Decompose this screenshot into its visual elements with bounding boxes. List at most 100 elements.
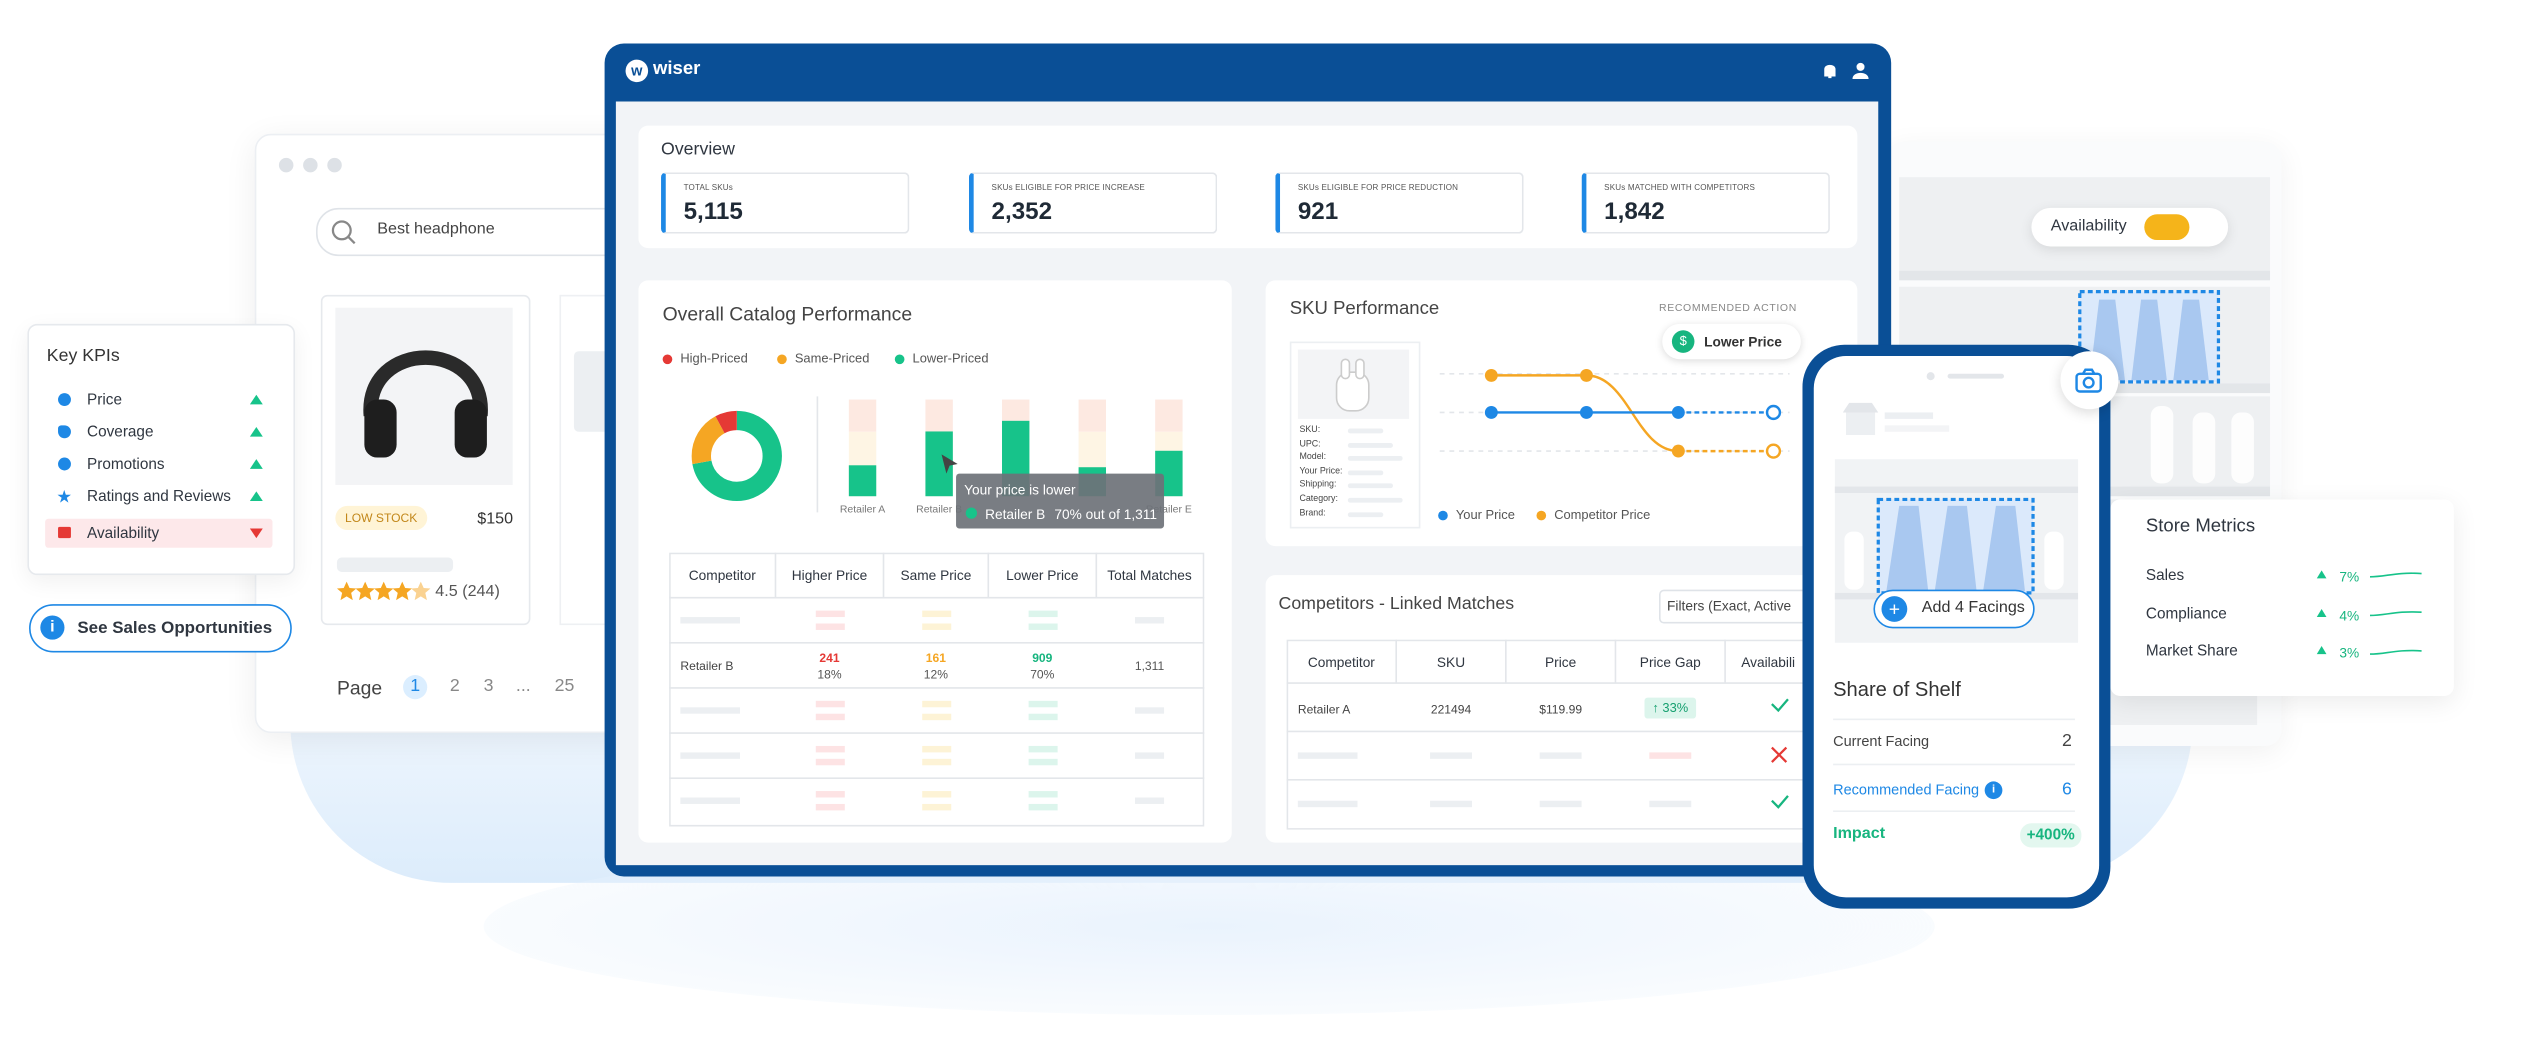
kpi-item: Availability xyxy=(87,525,160,543)
overview-title: Overview xyxy=(661,140,735,160)
legend-label: Your Price xyxy=(1455,507,1515,522)
metric-card xyxy=(968,172,1218,234)
bar-track-top xyxy=(925,399,953,432)
sku-field: Brand: xyxy=(1299,508,1326,519)
plus-icon: + xyxy=(1881,596,1908,622)
sales-button[interactable] xyxy=(29,604,292,653)
recommended-label: Recommended Facing xyxy=(1833,781,1980,798)
product-price: $150 xyxy=(477,510,514,529)
action-text: Lower Price xyxy=(1704,333,1782,350)
ghost xyxy=(1347,497,1403,503)
bar-track-top xyxy=(848,399,877,432)
kpi-icon: ★ xyxy=(56,488,73,508)
info-icon: i xyxy=(40,615,65,640)
metric-card xyxy=(661,172,910,234)
dollar-icon: $ xyxy=(1671,330,1695,353)
catalog-chart: Retailer A Retailer B Retailer E xyxy=(691,396,1192,515)
table-cell: 1,311 xyxy=(1134,658,1165,674)
share-title: Share of Shelf xyxy=(1833,678,1961,701)
bar-track-top xyxy=(1078,399,1106,432)
kpi-item: Coverage xyxy=(87,423,154,442)
stars xyxy=(336,581,431,601)
bar-track-top xyxy=(1155,399,1183,432)
action-label: RECOMMENDED ACTION xyxy=(1658,302,1797,315)
overview-card xyxy=(638,125,1858,249)
sku-field: Your Price: xyxy=(1299,466,1343,477)
rating: 4.5 (244) xyxy=(435,583,500,601)
impact-value: +400% xyxy=(2020,823,2082,848)
gap-badge: ↑ 33% xyxy=(1644,697,1697,719)
table-cell: 909 xyxy=(1032,650,1053,666)
ghost xyxy=(1347,470,1384,475)
tooltip-dot xyxy=(965,507,978,519)
legend-label: Lower-Priced xyxy=(912,351,989,366)
divider xyxy=(1833,810,2075,812)
table-header: Price Gap xyxy=(1639,654,1701,671)
table-cell: 161 xyxy=(925,650,946,666)
availability-toggle[interactable] xyxy=(2031,207,2229,247)
metric-value: 5,115 xyxy=(683,198,743,226)
header-icons[interactable] xyxy=(1820,61,1872,80)
impact-label: Impact xyxy=(1833,824,1886,843)
table-cell: 241 xyxy=(819,650,840,666)
metric-name: Sales xyxy=(2145,567,2185,585)
donut-segment xyxy=(691,410,782,502)
product-box xyxy=(1289,341,1421,529)
toggle-switch xyxy=(2144,214,2190,241)
metric-change: 3% xyxy=(2339,644,2360,661)
table-header: Competitor xyxy=(1307,654,1375,671)
page-link[interactable]: 25 xyxy=(554,676,575,696)
legend-dot xyxy=(894,354,905,365)
sku-title: SKU Performance xyxy=(1289,299,1440,319)
x-tick-label: Retailer A xyxy=(840,504,885,515)
camera-icon xyxy=(2075,368,2102,393)
kpi-title: Key KPIs xyxy=(46,346,120,366)
page-link[interactable]: 2 xyxy=(449,676,460,696)
table-cell: Retailer A xyxy=(1297,702,1351,717)
legend-dot xyxy=(777,354,787,365)
sku-field: SKU: xyxy=(1299,425,1321,435)
search-icon xyxy=(331,220,356,245)
x-tick-label: Retailer B xyxy=(916,504,962,515)
legend-dot xyxy=(662,354,673,365)
metrics-title: Store Metrics xyxy=(2145,517,2256,537)
table-cell: 12% xyxy=(923,666,948,682)
ghost xyxy=(1347,483,1393,489)
metric-label: TOTAL SKUs xyxy=(683,183,733,194)
metric-value: 1,842 xyxy=(1604,198,1665,226)
table-cell: Retailer B xyxy=(680,658,734,674)
metric-change: 4% xyxy=(2339,607,2360,624)
tooltip-text: 70% out of 1,311 xyxy=(1054,505,1158,522)
metric-label: SKUs ELIGIBLE FOR PRICE REDUCTION xyxy=(1297,183,1459,194)
kpi-trends xyxy=(249,394,263,539)
stock-badge: LOW STOCK xyxy=(335,505,428,531)
ghost xyxy=(1347,511,1384,517)
page-current[interactable]: 1 xyxy=(403,675,428,700)
metric-card xyxy=(1275,172,1524,234)
kpi-item: Promotions xyxy=(87,455,165,474)
camera-button[interactable] xyxy=(2060,351,2119,410)
metric-change: 7% xyxy=(2339,568,2360,585)
metric-label: SKUs MATCHED WITH COMPETITORS xyxy=(1604,183,1756,194)
table-cell: $119.99 xyxy=(1539,702,1583,717)
filter-text: Filters (Exact, Active xyxy=(1667,597,1792,614)
bar xyxy=(848,465,877,497)
metric-name: Compliance xyxy=(2145,605,2227,624)
add-facings-label: Add 4 Facings xyxy=(1921,599,2025,618)
metric-label: SKUs ELIGIBLE FOR PRICE INCREASE xyxy=(991,183,1145,194)
earbuds xyxy=(1335,358,1370,412)
legend-label: High-Priced xyxy=(680,351,748,366)
table-header: Lower Price xyxy=(1006,567,1079,584)
table-header: Availabili xyxy=(1741,654,1796,671)
info-icon: i xyxy=(1984,781,2003,800)
sku-field: Category: xyxy=(1299,494,1338,505)
kpi-icon xyxy=(58,526,71,539)
logo-mark: w xyxy=(625,59,649,83)
ghost xyxy=(1347,456,1403,462)
kpi-icon xyxy=(58,457,71,471)
metric-sparklines xyxy=(2316,570,2422,655)
page-link[interactable]: 3 xyxy=(483,676,494,696)
page-label: Page xyxy=(336,676,383,700)
table-cell: 221494 xyxy=(1430,702,1472,717)
